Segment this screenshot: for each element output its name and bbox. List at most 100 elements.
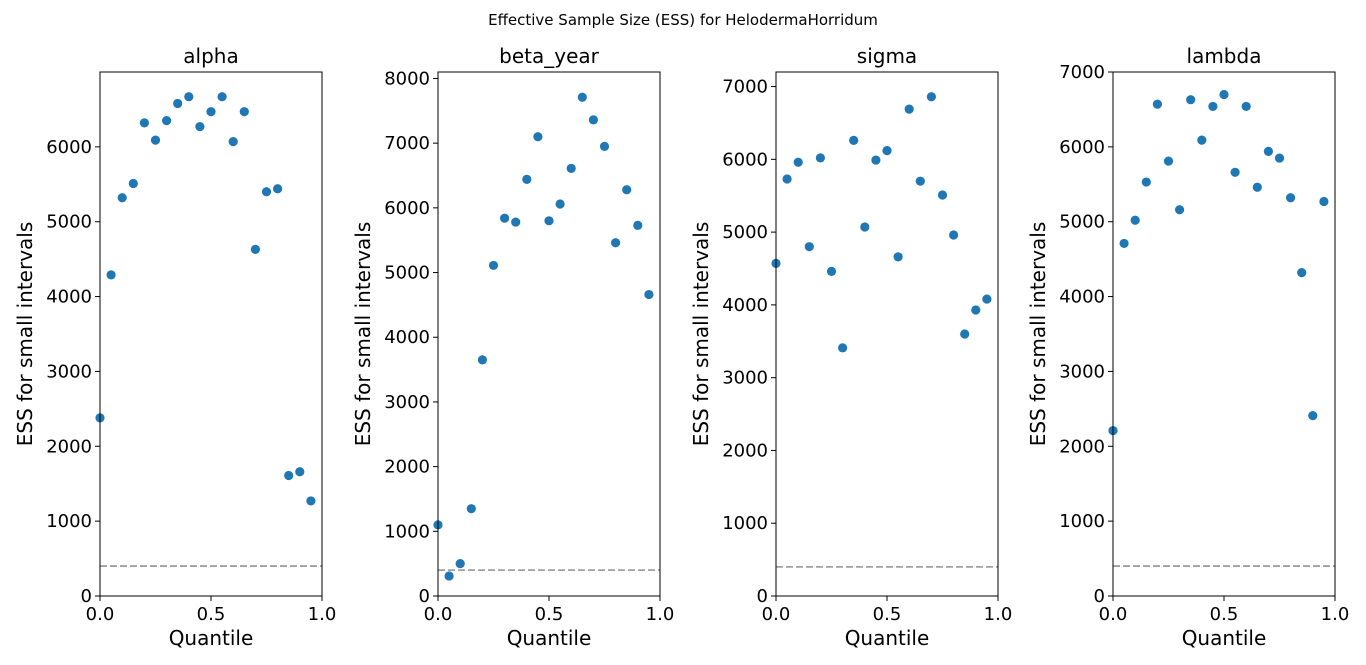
data-point xyxy=(128,178,138,189)
data-point xyxy=(1241,101,1251,112)
y-tick-label: 1000 xyxy=(46,511,92,532)
y-axis-label: ESS for small intervals xyxy=(13,222,37,447)
y-axis-label: ESS for small intervals xyxy=(351,222,375,447)
x-tick-label: 0.5 xyxy=(535,604,564,625)
subplot-title: beta_year xyxy=(499,44,599,68)
data-point xyxy=(261,187,272,197)
y-tick-label: 4000 xyxy=(1059,287,1105,308)
data-point xyxy=(599,141,610,151)
data-point xyxy=(284,470,294,481)
data-point xyxy=(971,305,981,315)
data-point xyxy=(1219,89,1229,100)
points xyxy=(433,92,654,581)
data-point xyxy=(566,163,576,173)
y-tick-label: 3000 xyxy=(384,392,430,413)
y-tick-label: 7000 xyxy=(1059,62,1105,83)
points xyxy=(771,92,992,353)
data-point xyxy=(106,270,116,280)
data-point xyxy=(162,116,172,126)
x-tick-label: 0.0 xyxy=(424,604,453,625)
data-point xyxy=(622,185,632,195)
data-point xyxy=(588,115,599,125)
x-axis-label: Quantile xyxy=(169,626,254,650)
data-point xyxy=(228,137,238,147)
y-tick-label: 5000 xyxy=(46,212,92,233)
x-tick-label: 0.0 xyxy=(1099,604,1128,625)
subplot-title: alpha xyxy=(183,44,238,68)
x-axis-label: Quantile xyxy=(507,626,592,650)
data-point xyxy=(1186,95,1196,105)
data-point xyxy=(937,190,948,200)
subplot-title: sigma xyxy=(857,44,917,68)
y-tick-label: 5000 xyxy=(722,222,768,243)
data-point xyxy=(1208,101,1218,112)
data-point xyxy=(1152,99,1162,109)
data-point xyxy=(150,135,161,145)
data-point xyxy=(826,266,837,277)
data-point xyxy=(804,242,814,252)
data-point xyxy=(838,343,848,353)
data-point xyxy=(1308,410,1318,421)
data-point xyxy=(1163,156,1174,166)
data-point xyxy=(555,199,565,209)
x-tick-label: 0.0 xyxy=(86,604,115,625)
data-point xyxy=(477,355,487,365)
plot-frame xyxy=(1112,71,1336,597)
data-point xyxy=(782,174,792,184)
y-tick-label: 5000 xyxy=(1059,212,1105,233)
figure-suptitle: Effective Sample Size (ESS) for Heloderm… xyxy=(488,11,878,29)
data-point xyxy=(455,559,465,569)
data-point xyxy=(1263,146,1273,156)
data-point xyxy=(1297,268,1307,278)
x-tick-label: 0.0 xyxy=(762,604,791,625)
data-point xyxy=(793,157,803,167)
data-point xyxy=(871,155,881,165)
y-tick-label: 4000 xyxy=(722,295,768,316)
data-point xyxy=(522,174,532,184)
data-point xyxy=(1286,193,1296,203)
y-tick-label: 1000 xyxy=(384,521,430,542)
data-point xyxy=(849,135,859,146)
y-tick-label: 2000 xyxy=(384,457,430,478)
data-point xyxy=(500,213,510,223)
y-tick-label: 6000 xyxy=(384,198,430,219)
data-point xyxy=(644,289,654,300)
subplot-lambda: lambda 0.0 0.5 1.0 0 1000 2000 3000 4000 5000 6000… xyxy=(1026,44,1349,650)
data-point xyxy=(577,92,587,102)
y-tick-label: 7000 xyxy=(384,133,430,154)
y-tick-label: 2000 xyxy=(1059,436,1105,457)
data-point xyxy=(466,504,476,514)
data-point xyxy=(915,176,925,186)
data-point xyxy=(511,217,521,227)
data-point xyxy=(982,294,992,304)
y-tick-label: 0 xyxy=(1094,586,1105,607)
x-tick-label: 1.0 xyxy=(1321,604,1350,625)
data-point xyxy=(239,107,249,117)
data-point xyxy=(1230,167,1240,177)
data-point xyxy=(444,571,454,581)
data-point xyxy=(893,252,903,262)
data-point xyxy=(815,153,826,163)
x-tick-label: 0.5 xyxy=(197,604,226,625)
x-tick-label: 1.0 xyxy=(308,604,337,625)
subplot-beta_year: beta_year 0.0 0.5 1.0 0 1000 2000 3000 4000 5000 6… xyxy=(351,44,674,650)
x-tick-label: 0.5 xyxy=(1210,604,1239,625)
data-point xyxy=(882,146,892,156)
data-point xyxy=(860,222,870,232)
y-tick-label: 4000 xyxy=(46,287,92,308)
plot-frame xyxy=(437,71,661,597)
data-point xyxy=(1119,238,1129,249)
data-point xyxy=(544,216,554,226)
data-point xyxy=(217,92,227,102)
data-point xyxy=(488,260,499,271)
data-point xyxy=(206,107,216,117)
y-tick-label: 1000 xyxy=(1059,511,1105,532)
y-tick-label: 6000 xyxy=(722,149,768,170)
data-point xyxy=(117,193,127,203)
x-tick-label: 0.5 xyxy=(873,604,902,625)
data-point xyxy=(926,92,937,102)
plot-frame xyxy=(99,71,323,597)
subplot-title: lambda xyxy=(1187,44,1262,68)
y-tick-label: 4000 xyxy=(384,327,430,348)
data-point xyxy=(195,122,205,132)
